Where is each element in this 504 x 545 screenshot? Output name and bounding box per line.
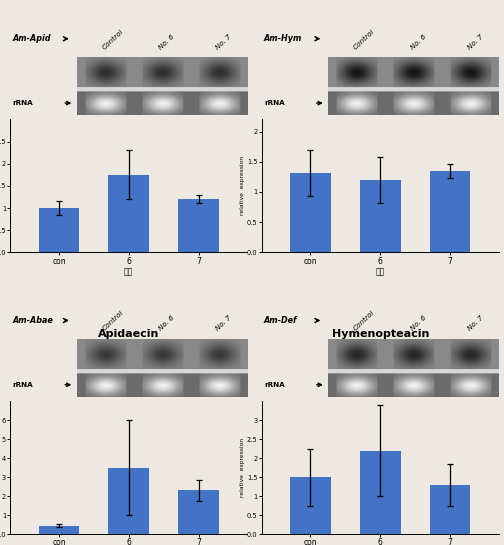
Bar bbox=[39, 525, 79, 534]
Text: Am-Def: Am-Def bbox=[264, 316, 297, 325]
Bar bbox=[39, 208, 79, 252]
Text: Control: Control bbox=[352, 28, 376, 50]
Text: No. 6: No. 6 bbox=[409, 315, 427, 332]
Bar bbox=[290, 477, 331, 534]
Bar bbox=[360, 451, 401, 534]
Text: No. 6: No. 6 bbox=[409, 33, 427, 50]
X-axis label: 증류: 증류 bbox=[124, 267, 134, 276]
Y-axis label: relative  expression: relative expression bbox=[240, 156, 245, 215]
Bar bbox=[178, 199, 219, 252]
Text: Am-Apid: Am-Apid bbox=[13, 34, 51, 43]
Text: rRNA: rRNA bbox=[264, 382, 285, 388]
Text: No. 6: No. 6 bbox=[158, 315, 176, 332]
Text: Control: Control bbox=[352, 310, 376, 332]
Text: rRNA: rRNA bbox=[13, 382, 33, 388]
Text: No. 7: No. 7 bbox=[215, 33, 233, 50]
Bar bbox=[108, 468, 149, 534]
Text: Am-Hym: Am-Hym bbox=[264, 34, 302, 43]
Text: No. 7: No. 7 bbox=[215, 315, 233, 332]
Text: Control: Control bbox=[101, 28, 124, 50]
Text: rRNA: rRNA bbox=[264, 100, 285, 106]
Bar bbox=[178, 490, 219, 534]
Text: No. 6: No. 6 bbox=[158, 33, 176, 50]
Text: Control: Control bbox=[101, 310, 124, 332]
Text: Hymenopteacin: Hymenopteacin bbox=[332, 330, 429, 340]
Text: Am-Abae: Am-Abae bbox=[13, 316, 53, 325]
X-axis label: 증류: 증류 bbox=[375, 267, 385, 276]
Text: No. 7: No. 7 bbox=[466, 33, 484, 50]
Text: rRNA: rRNA bbox=[13, 100, 33, 106]
Bar bbox=[290, 173, 331, 252]
Bar bbox=[108, 175, 149, 252]
Bar bbox=[430, 171, 470, 252]
Bar bbox=[430, 485, 470, 534]
Text: Apidaecin: Apidaecin bbox=[98, 330, 159, 340]
Text: No. 7: No. 7 bbox=[466, 315, 484, 332]
Y-axis label: relative  expression: relative expression bbox=[240, 438, 245, 497]
Bar bbox=[360, 180, 401, 252]
